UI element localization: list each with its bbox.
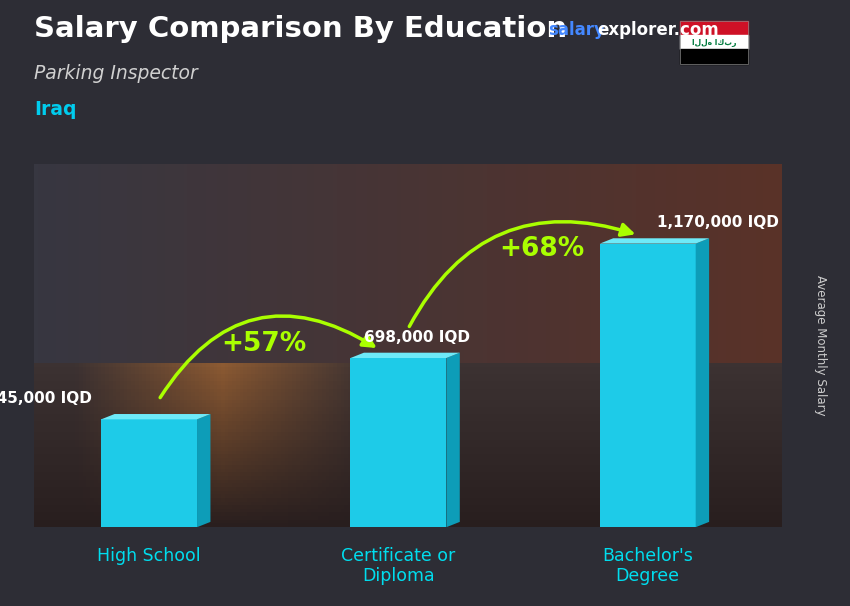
Text: الله اكبر: الله اكبر bbox=[692, 38, 736, 47]
Text: 445,000 IQD: 445,000 IQD bbox=[0, 391, 92, 406]
Bar bbox=[600, 244, 695, 527]
Text: 1,170,000 IQD: 1,170,000 IQD bbox=[657, 215, 779, 230]
Polygon shape bbox=[197, 414, 211, 527]
Polygon shape bbox=[695, 238, 709, 527]
Text: Iraq: Iraq bbox=[34, 100, 76, 119]
Text: explorer.com: explorer.com bbox=[598, 21, 719, 39]
FancyArrowPatch shape bbox=[410, 222, 632, 327]
Text: +68%: +68% bbox=[500, 236, 585, 262]
Text: 698,000 IQD: 698,000 IQD bbox=[364, 330, 470, 345]
Text: Parking Inspector: Parking Inspector bbox=[34, 64, 198, 82]
Text: Average Monthly Salary: Average Monthly Salary bbox=[813, 275, 827, 416]
Bar bbox=[101, 419, 197, 527]
Polygon shape bbox=[446, 353, 460, 527]
Text: Salary Comparison By Education: Salary Comparison By Education bbox=[34, 15, 567, 43]
Bar bbox=[350, 358, 446, 527]
Bar bbox=[680, 21, 748, 35]
Bar bbox=[680, 35, 748, 50]
Polygon shape bbox=[600, 238, 709, 244]
Polygon shape bbox=[350, 353, 460, 358]
Bar bbox=[680, 50, 748, 64]
FancyArrowPatch shape bbox=[160, 316, 373, 398]
Text: salary: salary bbox=[548, 21, 605, 39]
Text: +57%: +57% bbox=[222, 331, 307, 357]
Polygon shape bbox=[101, 414, 211, 419]
